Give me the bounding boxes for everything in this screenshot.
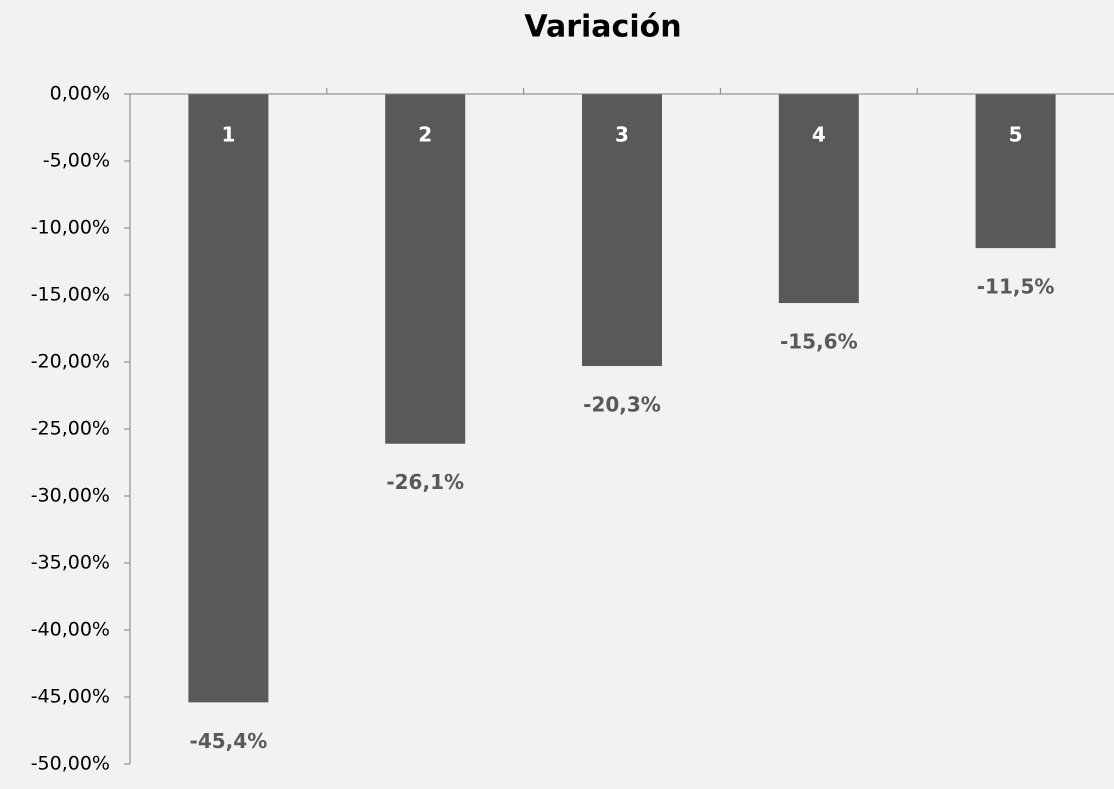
y-tick-label: -10,00% bbox=[31, 217, 110, 239]
chart-title: Variación bbox=[524, 10, 681, 45]
bar bbox=[385, 94, 466, 444]
y-tick-label: -40,00% bbox=[31, 619, 110, 641]
category-label: 4 bbox=[812, 123, 826, 147]
y-tick-label: -35,00% bbox=[31, 552, 110, 574]
value-label: -20,3% bbox=[583, 393, 661, 417]
y-tick-label: -15,00% bbox=[31, 284, 110, 306]
y-tick-label: -50,00% bbox=[31, 753, 110, 775]
y-tick-label: -30,00% bbox=[31, 485, 110, 507]
bar bbox=[188, 94, 269, 703]
category-label: 3 bbox=[615, 123, 629, 147]
value-label: -15,6% bbox=[780, 330, 858, 354]
value-label: -11,5% bbox=[977, 275, 1055, 299]
category-label: 5 bbox=[1009, 123, 1023, 147]
y-tick-label: 0,00% bbox=[50, 83, 110, 105]
category-label: 2 bbox=[418, 123, 432, 147]
y-tick-label: -20,00% bbox=[31, 351, 110, 373]
bar bbox=[582, 94, 662, 367]
bar bbox=[778, 94, 859, 304]
value-label: -45,4% bbox=[190, 729, 268, 753]
category-label: 1 bbox=[221, 123, 235, 147]
y-tick-label: -25,00% bbox=[31, 418, 110, 440]
y-tick-label: -5,00% bbox=[43, 150, 110, 172]
value-label: -26,1% bbox=[386, 470, 464, 494]
bar bbox=[975, 94, 1056, 249]
y-tick-label: -45,00% bbox=[31, 686, 110, 708]
